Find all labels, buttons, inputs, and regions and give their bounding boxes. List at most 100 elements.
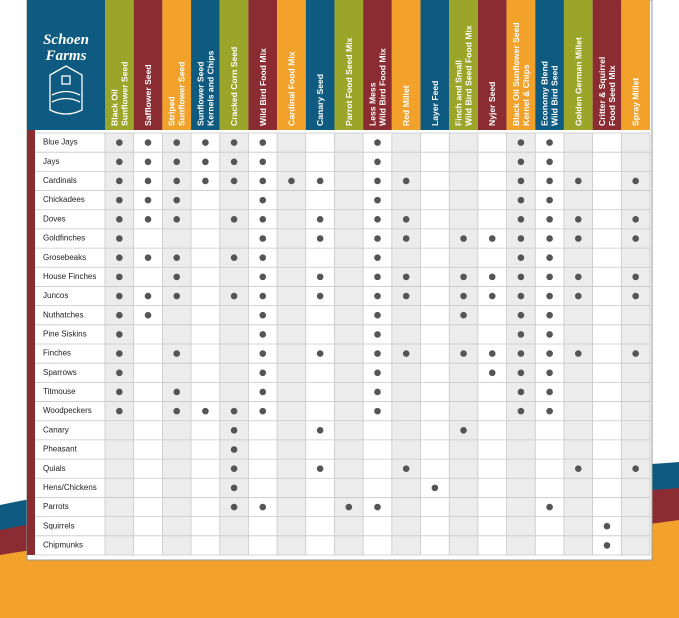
column-header: [305, 0, 335, 130]
feed-dot: [632, 235, 639, 242]
feed-dot: [116, 331, 123, 338]
feed-dot: [460, 427, 467, 434]
feed-dot: [259, 369, 267, 377]
feed-dot: [632, 465, 639, 472]
row-label: Pheasant: [43, 445, 78, 454]
column-label: Less Mess: [368, 82, 378, 126]
feed-dot: [173, 158, 181, 166]
column-header: [334, 0, 364, 130]
feed-dot: [259, 196, 267, 204]
feed-dot: [116, 292, 123, 300]
feed-dot: [517, 369, 525, 377]
feed-dot: [546, 369, 553, 377]
column-header: [535, 0, 564, 130]
feed-dot: [288, 177, 295, 185]
column-label: Safflower Seed: [143, 64, 153, 126]
feed-dot: [374, 139, 381, 146]
feed-dot: [632, 273, 639, 281]
feed-dot: [173, 254, 181, 261]
feed-dot: [546, 216, 553, 223]
feed-dot: [230, 139, 238, 146]
feed-dot: [460, 311, 467, 319]
feed-dot: [144, 254, 152, 261]
column-header: [506, 0, 536, 130]
column-label: Cracked Corn Seed: [229, 47, 239, 126]
feed-dot: [173, 177, 181, 185]
feed-dot: [230, 407, 238, 415]
feed-dot: [144, 139, 152, 146]
feed-dot: [316, 427, 324, 434]
logo-line: Schoen: [43, 32, 89, 48]
column-header: [391, 0, 421, 130]
row-label: Blue Jays: [43, 138, 78, 147]
feed-dot: [517, 216, 525, 223]
feed-dot: [316, 216, 324, 223]
column-label: Cardinal Food Mix: [286, 51, 296, 126]
feed-dot: [402, 235, 410, 242]
row-label: Pine Siskins: [43, 330, 87, 339]
feed-dot: [632, 177, 639, 185]
feed-dot: [402, 216, 410, 223]
row-label: Chickadees: [43, 195, 85, 204]
feed-dot: [144, 216, 152, 223]
feed-dot: [259, 254, 267, 261]
feed-dot: [517, 292, 525, 300]
feed-dot: [460, 235, 467, 242]
column-header: [449, 0, 478, 130]
feed-dot: [374, 177, 381, 185]
column-header: [248, 0, 278, 130]
column-label: Kernels and Chips: [205, 50, 215, 126]
row-label: Cardinals: [43, 176, 77, 185]
column-label: Wild Bird Food Mix: [378, 48, 388, 126]
feed-dot: [259, 292, 267, 300]
row-label: Chipmunks: [43, 541, 83, 550]
column-label: Golden German Millet: [573, 37, 583, 126]
feed-dot: [173, 292, 181, 300]
feed-dot: [546, 292, 553, 300]
feed-dot: [574, 273, 582, 281]
column-label: Finch and Small: [454, 60, 464, 126]
feed-dot: [374, 273, 381, 281]
feed-dot: [517, 254, 525, 261]
feed-dot: [116, 235, 123, 242]
feed-dot: [374, 292, 381, 300]
feed-dot: [230, 216, 238, 223]
feed-dot: [632, 350, 639, 357]
feed-dot: [488, 350, 496, 357]
feed-dot: [546, 158, 553, 166]
feed-dot: [517, 407, 525, 415]
feed-dot: [259, 311, 267, 319]
feed-dot: [517, 273, 525, 281]
column-label: Striped: [167, 96, 177, 126]
feed-dot: [374, 369, 381, 377]
column-header: [592, 0, 622, 130]
feed-dot: [574, 350, 582, 357]
column-label: Sunflower Seed: [195, 62, 205, 126]
feed-dot: [460, 350, 467, 357]
logo-line: Farms: [45, 48, 87, 64]
feed-dot: [259, 216, 267, 223]
feed-dot: [374, 350, 381, 357]
feed-dot: [517, 139, 525, 146]
column-label: Spray Millet: [631, 78, 641, 126]
column-header: [621, 0, 650, 130]
feed-dot: [316, 273, 324, 281]
feed-dot: [546, 139, 553, 146]
feed-dot: [402, 273, 410, 281]
feed-dot: [259, 503, 267, 511]
feed-dot: [603, 522, 611, 530]
feed-dot: [431, 484, 439, 492]
row-label: Canary: [43, 425, 69, 434]
feed-dot: [517, 177, 525, 185]
feed-dot: [173, 407, 181, 415]
column-header: [191, 0, 220, 130]
feed-dot: [202, 407, 209, 415]
feed-dot: [144, 292, 152, 300]
feed-dot: [259, 235, 267, 242]
feed-dot: [230, 427, 238, 434]
feed-dot: [230, 177, 238, 185]
feed-dot: [546, 177, 553, 185]
row-label: Nuthatches: [43, 310, 83, 319]
row-label: Quials: [43, 464, 66, 473]
